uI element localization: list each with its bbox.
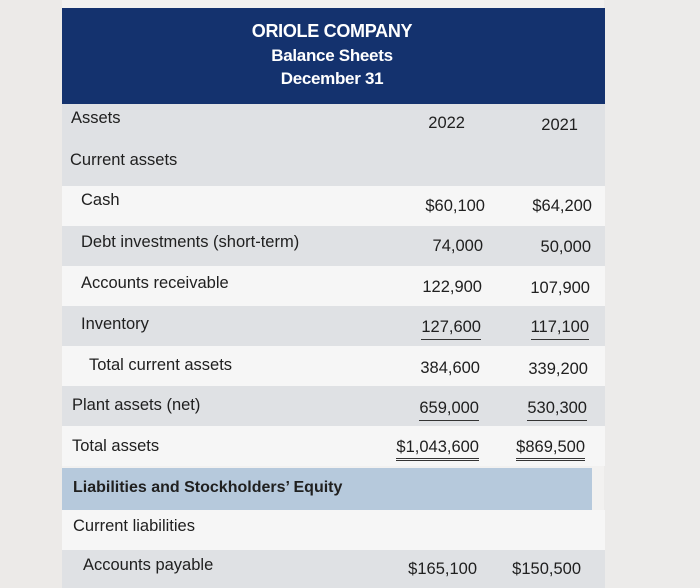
section-row-current-liabilities: Current liabilities	[62, 510, 605, 550]
row-label: Total current assets	[89, 356, 233, 374]
value-2022: 384,600	[420, 359, 480, 377]
year-2022-heading: 2022	[428, 114, 465, 132]
value-2022: $165,100	[408, 560, 477, 578]
table-row-accounts-payable: Accounts payable $165,100 $150,500	[62, 550, 605, 588]
value-2021: $64,200	[532, 197, 592, 215]
value-2022: 122,900	[422, 278, 482, 296]
statement-date: December 31	[280, 69, 384, 88]
value-2021: 339,200	[528, 360, 588, 378]
value-2022: $60,100	[425, 197, 485, 215]
value-2021: 107,900	[530, 279, 590, 297]
value-2022: 74,000	[432, 237, 483, 255]
value-2021: $150,500	[512, 560, 581, 578]
table-row-total-assets: Total assets $1,043,600 $869,500	[62, 426, 605, 466]
row-label: Total assets	[72, 437, 160, 455]
value-2021: 530,300	[527, 399, 587, 421]
table-row-cash: Cash $60,100 $64,200	[62, 186, 605, 226]
company-name: ORIOLE COMPANY	[251, 21, 413, 41]
value-2021: 117,100	[530, 318, 589, 340]
row-label: Current assets	[70, 151, 178, 169]
year-2021-heading: 2021	[541, 116, 578, 134]
value-2021: 50,000	[540, 238, 591, 256]
row-label: Current liabilities	[73, 517, 195, 535]
column-header-row: Assets 2022 2021	[62, 104, 605, 146]
table-row-inventory: Inventory 127,600 117,100	[62, 306, 605, 346]
value-2022: 127,600	[421, 318, 481, 340]
row-label: Liabilities and Stockholders’ Equity	[73, 479, 343, 496]
table-row-debt-investments: Debt investments (short-term) 74,000 50,…	[62, 226, 605, 266]
assets-heading: Assets	[71, 109, 121, 127]
row-label: Debt investments (short-term)	[81, 233, 300, 251]
section-row-current-assets: Current assets	[62, 146, 605, 186]
page-margin-left	[0, 0, 62, 588]
page-margin-right	[604, 0, 700, 588]
row-label: Plant assets (net)	[72, 396, 201, 414]
section-row-liabilities-equity: Liabilities and Stockholders’ Equity	[62, 468, 592, 510]
table-row-total-current-assets: Total current assets 384,600 339,200	[62, 346, 605, 386]
value-2022: 659,000	[419, 399, 479, 421]
statement-title: Balance Sheets	[271, 46, 393, 65]
row-label: Accounts payable	[83, 556, 214, 574]
table-row-accounts-receivable: Accounts receivable 122,900 107,900	[62, 266, 605, 306]
value-2022: $1,043,600	[396, 438, 479, 461]
row-label: Inventory	[81, 315, 149, 333]
row-label: Accounts receivable	[81, 274, 229, 292]
table-row-plant-assets: Plant assets (net) 659,000 530,300	[62, 386, 605, 426]
value-2021: $869,500	[516, 438, 585, 461]
statement-header: ORIOLE COMPANY Balance Sheets December 3…	[62, 8, 605, 104]
row-label: Cash	[81, 191, 120, 209]
